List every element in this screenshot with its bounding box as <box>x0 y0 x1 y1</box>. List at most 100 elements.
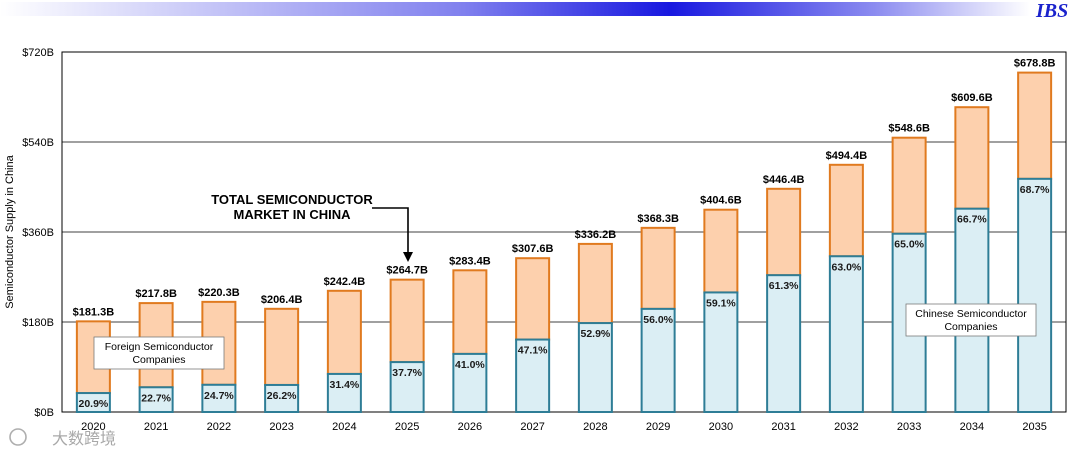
bar-chinese <box>703 291 739 414</box>
share-value-label: 59.1% <box>706 297 736 309</box>
x-tick-label: 2022 <box>207 421 231 433</box>
ibs-logo: IBS <box>1035 0 1068 22</box>
bar-chinese <box>138 386 174 413</box>
x-tick-label: 2028 <box>583 421 607 433</box>
bars <box>75 71 1053 414</box>
share-value-label: 37.7% <box>392 367 422 379</box>
share-value-label: 61.3% <box>769 280 799 292</box>
total-value-label: $609.6B <box>951 92 993 104</box>
total-value-label: $678.8B <box>1014 58 1056 70</box>
y-tick-label: $180B <box>22 317 54 329</box>
legend-chinese: Chinese Semiconductor Companies <box>905 303 1037 337</box>
total-value-label: $242.4B <box>324 276 366 288</box>
bar-foreign <box>264 307 300 386</box>
total-value-label: $336.2B <box>575 229 617 241</box>
legend-chinese-line-1: Chinese Semiconductor <box>915 308 1027 320</box>
total-value-label: $307.6B <box>512 243 554 255</box>
bar-foreign <box>389 278 425 364</box>
y-tick-label: $720B <box>22 47 54 59</box>
share-value-label: 65.0% <box>894 239 924 251</box>
x-tick-label: 2035 <box>1022 421 1046 433</box>
x-tick-label: 2029 <box>646 421 670 433</box>
bar-chinese <box>828 255 864 413</box>
total-value-label: $181.3B <box>73 306 115 318</box>
bar-chinese <box>264 383 300 414</box>
x-tick-label: 2032 <box>834 421 858 433</box>
bar-chinese <box>75 392 111 413</box>
share-value-label: 31.4% <box>329 379 359 391</box>
bar-chinese <box>326 372 362 414</box>
x-tick-label: 2027 <box>520 421 544 433</box>
bar-chinese <box>1017 177 1053 413</box>
share-value-label: 63.0% <box>831 261 861 273</box>
total-value-label: $494.4B <box>826 150 868 162</box>
x-tick-label: 2031 <box>771 421 795 433</box>
total-value-label: $264.7B <box>386 265 428 277</box>
legend-foreign-line-1: Foreign Semiconductor <box>105 341 214 353</box>
share-value-label: 24.7% <box>204 390 234 402</box>
share-value-label: 52.9% <box>580 328 610 340</box>
bar-foreign <box>891 136 927 235</box>
legend-chinese-line-2: Companies <box>944 321 997 333</box>
total-value-label: $206.4B <box>261 294 303 306</box>
x-tick-label: 2034 <box>960 421 984 433</box>
bar-chinese <box>452 352 488 414</box>
total-value-label: $404.6B <box>700 195 742 207</box>
bar-foreign <box>640 226 676 310</box>
x-tick-label: 2033 <box>897 421 921 433</box>
bar-foreign <box>828 163 864 258</box>
x-tick-label: 2030 <box>709 421 733 433</box>
y-tick-label: $540B <box>22 137 54 149</box>
x-tick-label: 2026 <box>458 421 482 433</box>
legend-foreign: Foreign Semiconductor Companies <box>93 336 225 370</box>
total-value-label: $283.4B <box>449 255 491 267</box>
x-tick-label: 2021 <box>144 421 168 433</box>
legend-foreign-box <box>93 336 225 370</box>
x-tick-label: 2023 <box>269 421 293 433</box>
annotation-line-2: MARKET IN CHINA <box>234 207 352 222</box>
share-value-label: 20.9% <box>78 398 108 410</box>
total-value-label: $548.6B <box>888 123 930 135</box>
bar-chinese <box>389 361 425 414</box>
x-tick-label: 2024 <box>332 421 356 433</box>
share-value-label: 41.0% <box>455 359 485 371</box>
watermark-logo-icon <box>9 428 27 446</box>
total-value-label: $446.4B <box>763 174 805 186</box>
annotation-arrow <box>372 207 409 255</box>
bar-chinese <box>640 307 676 414</box>
bar-foreign <box>1017 71 1053 180</box>
bar-foreign <box>703 208 739 294</box>
bar-foreign <box>954 106 990 210</box>
y-axis-label: Semiconductor Supply in China <box>4 154 16 308</box>
legend-chinese-box <box>905 303 1037 337</box>
watermark: 大数跨境 <box>9 428 116 448</box>
annotation-line-1: TOTAL SEMICONDUCTOR <box>211 192 373 207</box>
bar-chinese <box>577 322 613 413</box>
bar-chinese <box>766 274 802 413</box>
share-value-label: 68.7% <box>1020 184 1050 196</box>
y-axis-ticks: $0B $180B $360B $540B $720B <box>22 47 54 419</box>
share-value-label: 26.2% <box>267 390 297 402</box>
share-value-label: 22.7% <box>141 392 171 404</box>
legend-foreign-line-2: Companies <box>132 354 185 366</box>
x-axis-ticks: 2020 2021 2022 2023 2024 2025 2026 2027 2028 2029… <box>81 421 1047 433</box>
bar-foreign <box>766 187 802 277</box>
bar-foreign <box>577 242 613 325</box>
total-value-label: $220.3B <box>198 287 240 299</box>
header-banner <box>0 2 1030 16</box>
bar-chinese <box>515 338 551 414</box>
bar-chinese <box>201 383 237 413</box>
share-value-label: 47.1% <box>518 345 548 357</box>
annotation-arrowhead-icon <box>403 252 413 262</box>
bar-foreign <box>515 257 551 341</box>
y-tick-label: $360B <box>22 227 54 239</box>
bar-foreign <box>452 269 488 355</box>
watermark-text: 大数跨境 <box>52 429 116 448</box>
x-tick-label: 2025 <box>395 421 419 433</box>
total-value-label: $368.3B <box>637 213 679 225</box>
bar-labels: $181.3B 20.9% $217.8B 22.7% $220.3B 24.7% $206… <box>73 58 1056 410</box>
annotation: TOTAL SEMICONDUCTOR MARKET IN CHINA <box>211 192 413 262</box>
share-value-label: 66.7% <box>957 214 987 226</box>
share-value-label: 56.0% <box>643 314 673 326</box>
